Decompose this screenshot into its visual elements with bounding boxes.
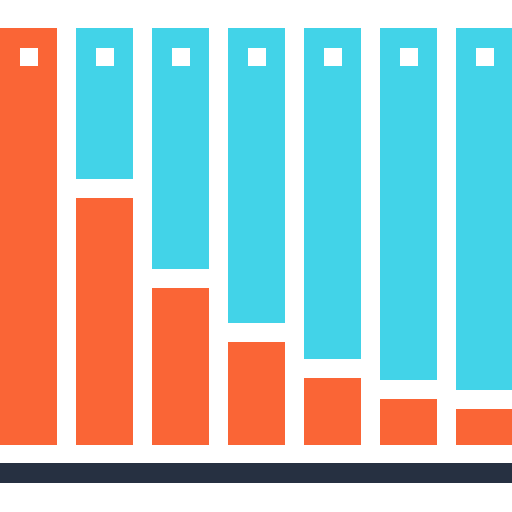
column-5-top-segment: [304, 28, 361, 359]
column-4-top-segment: [228, 28, 285, 323]
column-7-top-segment: [456, 28, 512, 390]
baseline-bar: [0, 463, 512, 483]
column-2: [76, 28, 133, 445]
column-6-top-segment: [380, 28, 437, 380]
column-6-marker: [400, 48, 418, 66]
column-5-marker: [324, 48, 342, 66]
column-3: [152, 28, 209, 445]
column-7-bottom-segment: [456, 409, 512, 445]
column-1: [0, 28, 57, 445]
column-7: [456, 28, 512, 445]
column-4: [228, 28, 285, 445]
column-3-top-segment: [152, 28, 209, 269]
column-5: [304, 28, 361, 445]
column-6: [380, 28, 437, 445]
column-2-marker: [96, 48, 114, 66]
column-3-bottom-segment: [152, 288, 209, 445]
column-2-bottom-segment: [76, 198, 133, 445]
column-7-marker: [476, 48, 494, 66]
column-5-bottom-segment: [304, 378, 361, 445]
column-1-bottom-segment: [0, 28, 57, 445]
column-1-marker: [20, 48, 38, 66]
column-6-bottom-segment: [380, 399, 437, 445]
column-3-marker: [172, 48, 190, 66]
column-4-marker: [248, 48, 266, 66]
column-4-bottom-segment: [228, 342, 285, 445]
